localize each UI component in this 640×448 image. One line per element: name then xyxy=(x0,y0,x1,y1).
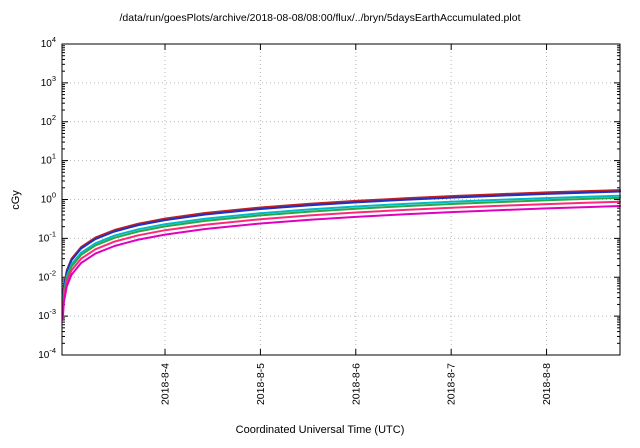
series-magenta-line xyxy=(61,205,621,321)
y-tick-label: 103 xyxy=(41,74,56,89)
series-cyan-line xyxy=(61,194,621,311)
series-pink-line xyxy=(61,200,621,316)
series-green-line xyxy=(61,196,621,313)
x-tick-label: 2018-8-4 xyxy=(160,363,172,405)
x-tick-label: 2018-8-5 xyxy=(255,363,267,405)
y-tick-label: 102 xyxy=(41,113,56,128)
y-tick-label: 10-4 xyxy=(38,346,56,361)
x-tick-label: 2018-8-6 xyxy=(350,363,362,405)
y-tick-label: 10-3 xyxy=(38,307,56,322)
y-tick-label: 10-1 xyxy=(38,229,56,244)
x-axis-label: Coordinated Universal Time (UTC) xyxy=(235,424,405,436)
y-tick-label: 10-2 xyxy=(38,268,56,283)
x-tick-label: 2018-8-8 xyxy=(541,363,553,405)
y-tick-label: 100 xyxy=(41,191,56,206)
series-blue-line xyxy=(61,190,621,307)
plot-border xyxy=(61,43,621,356)
chart-title: /data/run/goesPlots/archive/2018-08-08/0… xyxy=(119,12,521,24)
x-tick-label: 2018-8-7 xyxy=(446,363,458,405)
y-tick-label: 101 xyxy=(41,152,56,167)
y-tick-label: 104 xyxy=(41,35,56,50)
